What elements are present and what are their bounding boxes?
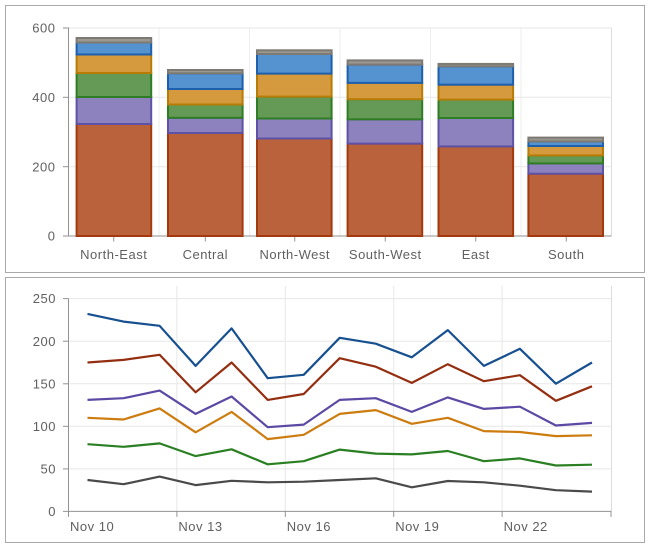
svg-text:Nov 16: Nov 16 [287, 519, 331, 534]
svg-text:North-East: North-East [80, 247, 147, 262]
svg-text:East: East [462, 247, 490, 262]
svg-text:Nov 13: Nov 13 [178, 519, 222, 534]
svg-text:0: 0 [48, 504, 56, 519]
svg-text:200: 200 [32, 159, 55, 174]
svg-text:Nov 22: Nov 22 [504, 519, 548, 534]
svg-text:Central: Central [183, 247, 228, 262]
svg-text:100: 100 [33, 419, 56, 434]
svg-text:South: South [548, 247, 584, 262]
svg-text:South-West: South-West [349, 247, 422, 262]
svg-text:Nov 19: Nov 19 [395, 519, 439, 534]
svg-text:400: 400 [32, 90, 55, 105]
svg-text:250: 250 [33, 291, 56, 306]
svg-text:150: 150 [33, 376, 56, 391]
svg-text:600: 600 [32, 21, 55, 36]
svg-text:Nov 10: Nov 10 [70, 519, 114, 534]
svg-text:200: 200 [33, 334, 56, 349]
svg-text:0: 0 [48, 229, 56, 244]
svg-text:50: 50 [41, 462, 56, 477]
svg-text:North-West: North-West [260, 247, 331, 262]
